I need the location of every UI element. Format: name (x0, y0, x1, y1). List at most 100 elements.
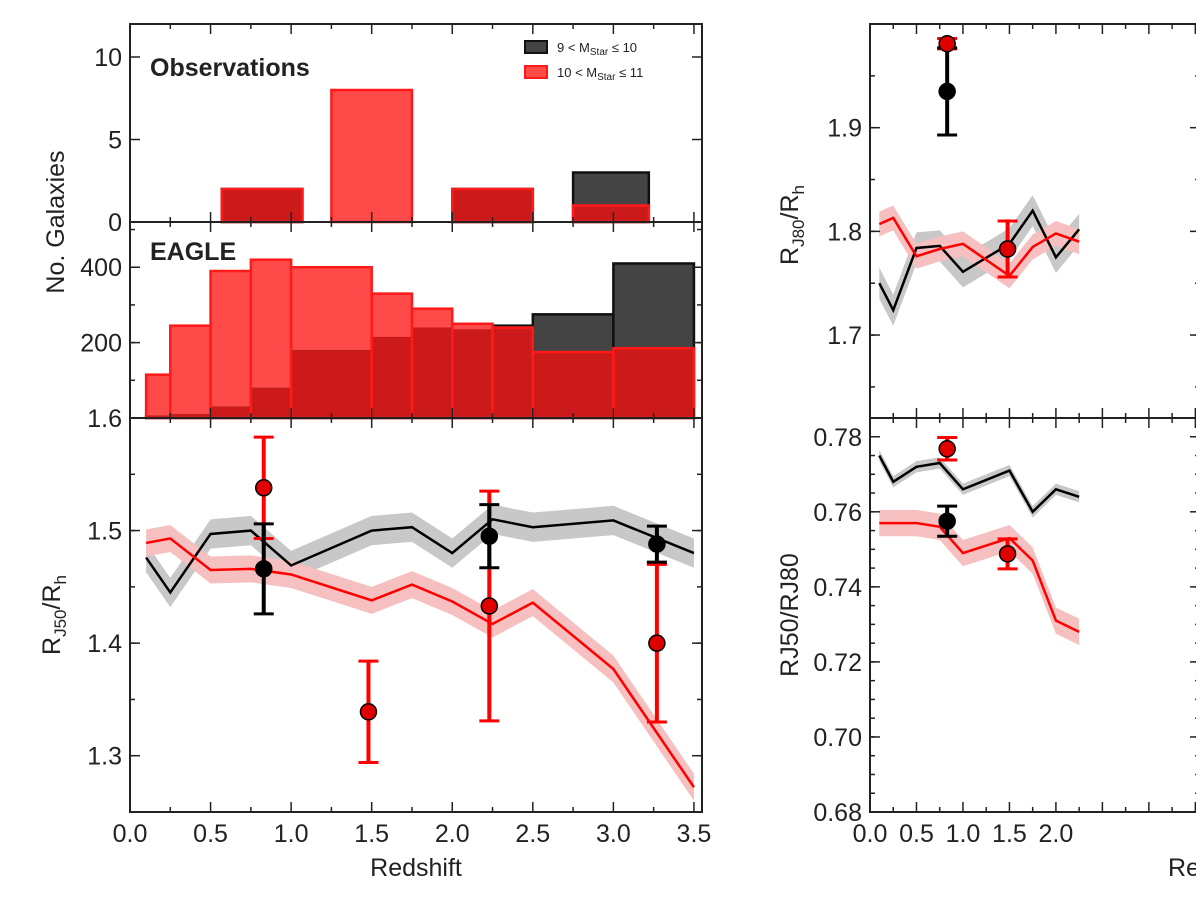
rj80-rh-y-axis-label: RJ80/Rh (776, 185, 808, 265)
y-tick-label: 0.76 (813, 499, 862, 527)
obs-point-low-mass (480, 527, 499, 545)
obs-bar-high-mass (451, 187, 535, 224)
y-tick-label: 0.68 (813, 799, 862, 827)
obs-point-high-mass (998, 545, 1017, 563)
y-tick-label: 400 (80, 254, 122, 282)
obs-point-high-mass (998, 240, 1017, 258)
y-tick-label: 0 (108, 209, 122, 237)
eagle-line-low-mass (878, 208, 1081, 314)
y-tick-label: 0.78 (813, 424, 862, 452)
y-tick-label: 0.72 (813, 649, 862, 677)
legend-swatch-high-mass (524, 65, 548, 79)
eagle-bar-high-mass (146, 374, 171, 416)
y-tick-label: 1.4 (87, 630, 122, 658)
obs-point-high-mass (359, 703, 378, 721)
plot-area (878, 34, 1081, 326)
x-tick-label: 3.5 (677, 820, 712, 848)
eagle-bar-high-mass (250, 259, 292, 388)
obs-point-high-mass (938, 440, 956, 458)
plot-area (145, 435, 695, 801)
eagle-band-high-mass (879, 509, 1080, 646)
obs-point-low-mass (938, 82, 956, 101)
y-tick-label: 5 (108, 127, 122, 155)
eagle-bar-high-mass (170, 325, 211, 415)
obs-bar-high-mass (571, 204, 651, 224)
obs-point-low-mass (254, 560, 273, 578)
eagle-bar-overlap (170, 414, 211, 418)
eagle-band-high-mass (146, 524, 694, 801)
y-tick-label: 1.8 (827, 218, 862, 246)
obs-point-low-mass (648, 535, 666, 553)
x-tick-label: 0.0 (853, 820, 888, 848)
eagle-bar-overlap (210, 406, 251, 418)
eagle-bar-overlap (532, 352, 614, 418)
y-tick-label: 1.3 (87, 743, 122, 771)
eagle-bar-high-mass (291, 267, 372, 351)
x-tick-label: 1.0 (946, 820, 981, 848)
obs-bar-high-mass (330, 88, 414, 224)
eagle-bar-high-mass (371, 293, 412, 337)
x-axis-label-redshift-right: Redshift (1168, 854, 1196, 882)
eagle-bar-high-mass (210, 271, 251, 407)
legend-label: 9 < MStar ≤ 10 (557, 40, 637, 58)
obs-point-high-mass (648, 634, 666, 652)
eagle-line-low-mass (145, 517, 695, 595)
rj50-rj80-y-axis-label: RJ50/RJ80 (776, 553, 804, 677)
observations-histogram-panel: 0 5 10 Observations 9 < MStar ≤ 10 10 < MStar… (94, 23, 703, 237)
x-tick-label: 2.0 (435, 820, 470, 848)
obs-point-high-mass (254, 479, 273, 497)
x-tick-label: 2.0 (1039, 820, 1074, 848)
obs-bar-high-mass (220, 187, 304, 224)
panel-frame (869, 417, 1196, 813)
legend-swatch-low-mass (524, 40, 548, 54)
eagle-bar-high-mass (452, 323, 493, 330)
plot-area (878, 436, 1080, 646)
eagle-bar-overlap (613, 348, 694, 418)
eagle-bar-overlap (291, 350, 372, 418)
x-tick-label: 1.5 (992, 820, 1027, 848)
eagle-bar-overlap (371, 336, 412, 418)
rj80-rh-panel: 1.7 1.8 1.9 RJ80/Rh (776, 23, 1196, 419)
rj50-rh-y-axis-label: RJ50/Rh (38, 575, 70, 655)
obs-point-high-mass (938, 34, 956, 53)
obs-point-high-mass (480, 597, 499, 615)
eagle-line-high-mass (878, 216, 1080, 278)
rj50-rj80-panel: 0.0 0.5 1.0 1.5 2.0 0.68 0.70 0.72 0.74 0.76 0.78 R… (776, 417, 1196, 882)
eagle-bar-overlap (250, 387, 292, 418)
y-tick-label: 1.9 (827, 115, 862, 143)
y-tick-label: 10 (94, 44, 122, 72)
y-tick-label: 1.7 (827, 322, 862, 350)
x-tick-label: 0.0 (113, 820, 148, 848)
x-tick-label: 0.5 (899, 820, 934, 848)
eagle-line-high-mass (145, 537, 695, 788)
histogram-y-axis-label: No. Galaxies (42, 150, 70, 293)
eagle-band-high-mass (879, 205, 1080, 289)
legend: 9 < MStar ≤ 10 10 < MStar ≤ 11 (524, 40, 643, 83)
y-tick-label: 200 (80, 330, 122, 358)
x-axis-label-redshift: Redshift (370, 854, 462, 882)
y-tick-label: 1.6 (87, 405, 122, 433)
eagle-bar-overlap (492, 327, 533, 418)
eagle-histogram-panel: 200 400 EAGLE No. Galaxies (42, 150, 703, 420)
x-tick-label: 1.5 (354, 820, 389, 848)
obs-point-low-mass (938, 512, 956, 530)
eagle-line-high-mass (879, 521, 1080, 634)
eagle-bar-overlap (411, 327, 453, 418)
y-tick-label: 0.74 (813, 574, 862, 602)
eagle-title: EAGLE (150, 238, 236, 266)
legend-label: 10 < MStar ≤ 11 (557, 65, 643, 83)
panel-frame (129, 417, 703, 813)
x-tick-label: 3.0 (596, 820, 631, 848)
eagle-band-low-mass (146, 504, 694, 608)
y-tick-label: 0.70 (813, 724, 862, 752)
x-tick-label: 2.5 (515, 820, 550, 848)
x-tick-label: 0.5 (193, 820, 228, 848)
rj50-rh-panel: 0.0 0.5 1.0 1.5 2.0 2.5 3.0 3.5 1.3 1.4 1.5 1.6 RJ50… (38, 405, 711, 882)
eagle-bar-high-mass (411, 308, 453, 328)
eagle-bar-overlap (452, 329, 493, 418)
y-tick-label: 1.5 (87, 518, 122, 546)
x-tick-label: 1.0 (274, 820, 309, 848)
observations-title: Observations (150, 54, 310, 82)
eagle-line-low-mass (878, 454, 1080, 514)
